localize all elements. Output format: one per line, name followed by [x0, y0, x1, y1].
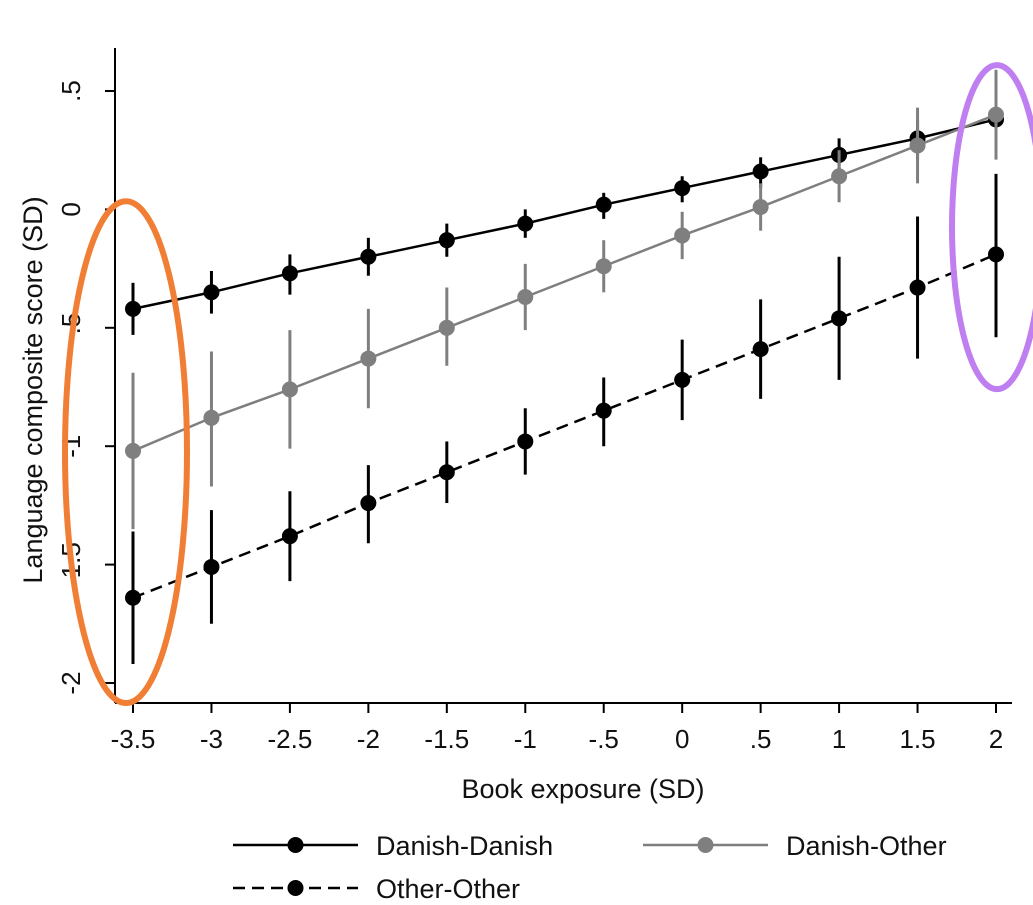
annotations: [62, 62, 1033, 706]
other-other-point: [988, 246, 1004, 263]
other-other-point: [125, 589, 141, 606]
x-tick-label: -1: [514, 724, 537, 754]
legend-swatch-marker: [697, 837, 714, 853]
y-tick-label: -1: [56, 435, 86, 458]
x-tick-label: -.5: [589, 724, 619, 754]
other-other-point: [438, 464, 455, 481]
other-other-point: [203, 558, 220, 575]
danish-other-point: [595, 258, 612, 275]
other-other-point: [517, 433, 534, 450]
danish-other-point: [988, 106, 1004, 123]
y-axis-title: Language composite score (SD): [18, 196, 48, 583]
series-danish-other: [125, 69, 1004, 530]
x-tick-label: 0: [675, 724, 689, 754]
series-other-other: [125, 173, 1004, 665]
legend-label: Other-Other: [376, 874, 520, 904]
danish-other-point: [360, 350, 377, 367]
highlight-ellipse: [949, 62, 1033, 393]
other-other-point: [360, 495, 377, 512]
danish-other-line: [132, 113, 997, 453]
legend-swatch-marker: [287, 880, 304, 896]
legend-swatch-marker: [287, 837, 304, 853]
danish-other-point: [674, 227, 691, 244]
danish-danish-point: [752, 163, 769, 180]
danish-other-point: [125, 442, 141, 459]
danish-danish-point: [517, 215, 534, 232]
other-other-point: [752, 341, 769, 358]
x-tick-label: 1.5: [899, 724, 935, 754]
legend-item-danish-danish: Danish-Danish: [233, 831, 553, 861]
x-tick-label: -1.5: [424, 724, 469, 754]
x-tick-label: -2: [357, 724, 380, 754]
other-other-point: [831, 310, 848, 327]
danish-other-point: [203, 409, 220, 426]
y-tick-label: 0: [56, 202, 86, 216]
axes: -2-1.5-1-.50.5 -3.5 -3 -2.5 -2 -1.5 -1 -.5 0.5 1…: [56, 48, 1012, 754]
danish-other-point: [517, 289, 534, 306]
danish-danish-point: [281, 265, 298, 282]
x-ticks: -3.5 -3 -2.5 -2 -1.5 -1 -.5 0 .5 1 1.5 2: [111, 703, 1003, 754]
x-tick-label: -3.5: [111, 724, 156, 754]
x-tick-label: .5: [750, 724, 772, 754]
other-other-point: [674, 371, 691, 388]
other-other-point: [281, 528, 298, 545]
danish-danish-line: [132, 118, 997, 311]
other-other-point: [595, 402, 612, 419]
legend-item-danish-other: Danish-Other: [643, 831, 947, 861]
other-other-point: [909, 279, 926, 296]
legend-label: Danish-Other: [786, 831, 947, 861]
x-axis-title: Book exposure (SD): [461, 774, 704, 804]
danish-danish-point: [674, 180, 691, 197]
other-other-line: [132, 253, 997, 599]
x-tick-label: 1: [832, 724, 846, 754]
y-tick-label: -2: [56, 671, 86, 694]
x-tick-label: 2: [989, 724, 1003, 754]
danish-other-point: [831, 168, 848, 185]
danish-danish-point: [360, 248, 377, 265]
legend-label: Danish-Danish: [376, 831, 553, 861]
danish-other-point: [752, 199, 769, 216]
danish-danish-point: [125, 300, 141, 317]
legend-item-other-other: Other-Other: [233, 874, 520, 904]
plot-area: [125, 69, 1004, 665]
danish-other-point: [438, 319, 455, 336]
legend: Danish-Danish Danish-Other Other-Other: [233, 831, 947, 904]
highlight-ellipse: [62, 198, 190, 706]
danish-danish-point: [203, 284, 220, 301]
x-tick-label: -3: [200, 724, 223, 754]
y-tick-label: .5: [56, 80, 86, 102]
x-tick-label: -2.5: [268, 724, 313, 754]
danish-other-point: [909, 137, 926, 154]
series-danish-danish: [125, 93, 1004, 335]
danish-danish-point: [595, 196, 612, 213]
danish-other-point: [281, 381, 298, 398]
danish-danish-point: [438, 232, 455, 249]
